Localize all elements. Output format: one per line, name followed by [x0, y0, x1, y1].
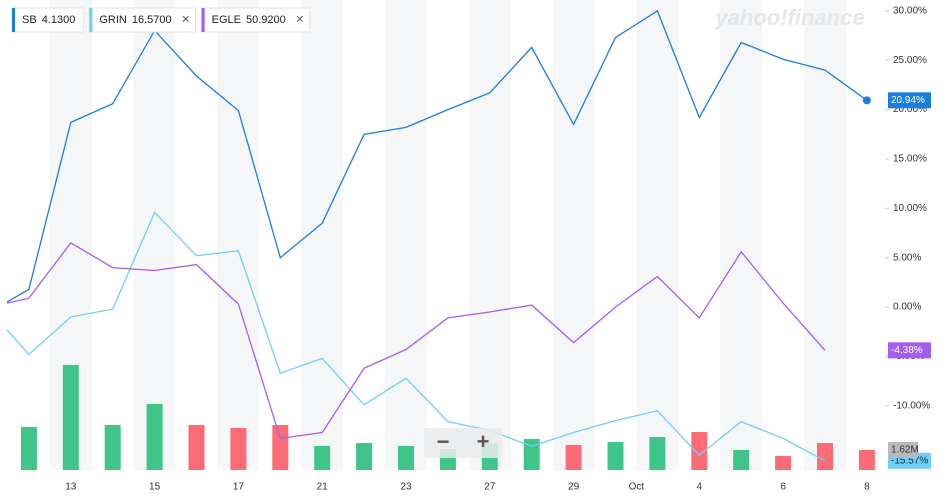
x-tick-label: 15 [149, 482, 161, 493]
volume-bar [146, 403, 163, 470]
series-line [6, 9, 868, 303]
day-shade [720, 0, 763, 470]
y-tick-label: 30.00% [893, 6, 927, 17]
day-shade [217, 0, 260, 470]
y-tick-label: 25.00% [893, 55, 927, 66]
legend-remove[interactable]: × [182, 11, 190, 27]
legend-bg [201, 7, 311, 33]
x-tick-label: 23 [400, 482, 412, 493]
end-label: 20.94% [891, 95, 925, 106]
volume-bar [314, 446, 331, 470]
volume-bar [565, 445, 582, 470]
volume-label: 1.62M [891, 445, 919, 456]
volume-bar [188, 424, 205, 470]
x-tick-label: 29 [568, 482, 580, 493]
legend-price: 16.5700 [132, 14, 172, 26]
volume-bar [607, 442, 624, 470]
volume-bar [858, 449, 875, 470]
volume-bar [733, 449, 750, 470]
volume-bar [775, 456, 792, 470]
x-tick-label: 8 [864, 482, 870, 493]
y-tick-label: -10.00% [893, 400, 930, 411]
legend-swatch [201, 8, 205, 32]
zoom-in[interactable]: + [477, 429, 490, 454]
y-tick-label: 15.00% [893, 154, 927, 165]
volume-bar [104, 424, 121, 470]
y-tick-label: 5.00% [893, 252, 921, 263]
legend-name: SB [22, 14, 37, 26]
legend-name: GRIN [99, 14, 127, 26]
volume-bar [398, 446, 414, 470]
end-label: -4.38% [891, 345, 923, 356]
zoom-panel [424, 428, 502, 458]
x-tick-label: 13 [65, 482, 77, 493]
x-tick-label: 6 [780, 482, 786, 493]
volume-bar [523, 438, 540, 470]
legend-bg [11, 7, 84, 33]
zoom-controls: − + [424, 428, 502, 458]
end-label: -15.57% [891, 455, 928, 466]
x-tick-label: 21 [317, 482, 329, 493]
end-dot [862, 96, 871, 105]
end-label-bg [888, 342, 931, 359]
day-shade [133, 0, 176, 470]
day-shade [636, 0, 679, 470]
legend-bg [88, 7, 197, 33]
day-shade [552, 0, 595, 470]
volume-label-bg [888, 441, 918, 458]
volume-bar [62, 364, 79, 470]
legend-chip[interactable]: SB 4.1300 [11, 7, 84, 33]
day-shade [804, 0, 846, 470]
legend-remove[interactable]: × [296, 11, 304, 27]
volume-bar [272, 424, 289, 470]
day-shade [385, 0, 427, 470]
x-tick-label: 17 [233, 482, 245, 493]
y-tick-label: 10.00% [893, 203, 927, 214]
volume-bar [649, 436, 666, 470]
legend-name: EGLE [212, 14, 241, 26]
x-tick-label: Oct [629, 482, 645, 493]
day-shade [468, 0, 511, 470]
legend-price: 50.9200 [246, 14, 286, 26]
watermark: yahoo!finance [714, 5, 864, 30]
zoom-out[interactable]: − [437, 429, 450, 454]
legend-swatch [89, 8, 93, 32]
axis-area [885, 0, 943, 496]
volume-bar [230, 427, 247, 470]
volume-bar [356, 443, 373, 470]
x-tick-label: 4 [697, 482, 703, 493]
volume-bar [691, 432, 708, 470]
x-tick-label: 27 [484, 482, 496, 493]
legend-price: 4.1300 [42, 14, 76, 26]
y-tick-label: 20.00% [893, 104, 927, 115]
end-label-bg [888, 92, 931, 109]
volume-bar [817, 443, 833, 470]
legend-chip[interactable]: EGLE 50.9200 × [201, 7, 311, 33]
volume-bar [20, 426, 37, 470]
y-tick-label: 0.00% [893, 302, 921, 313]
legend-swatch [12, 8, 15, 32]
legend-chip[interactable]: GRIN 16.5700 × [88, 7, 197, 33]
series-line [6, 211, 826, 462]
series-line [6, 242, 826, 440]
